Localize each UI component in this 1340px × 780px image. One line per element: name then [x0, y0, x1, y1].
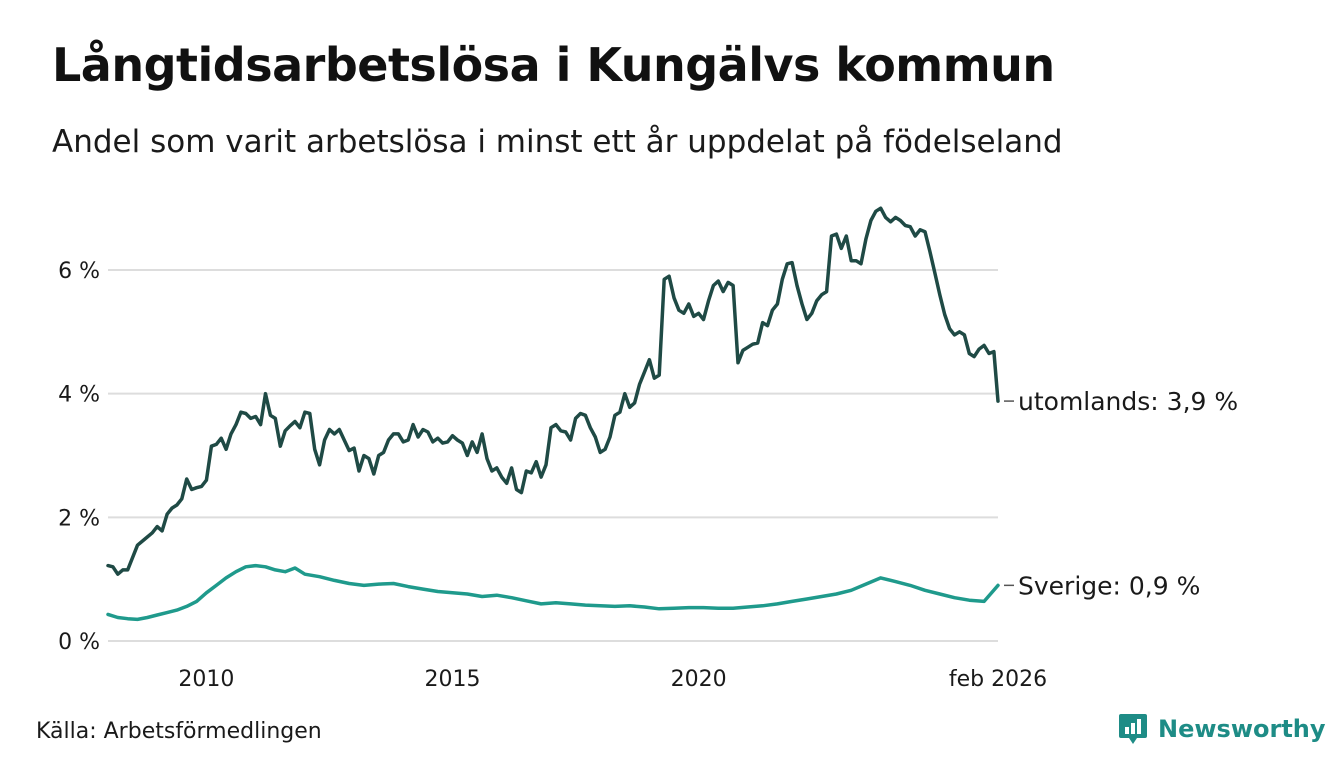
y-tick-label: 0 %: [58, 630, 100, 655]
end-label-utomlands: utomlands: 3,9 %: [1018, 387, 1238, 416]
axis-layer: 0 % 2 % 4 % 6 % 2010 2015 2020 feb 2026: [58, 259, 1047, 692]
chart-subtitle: Andel som varit arbetslösa i minst ett å…: [52, 124, 1063, 160]
y-tick-label: 6 %: [58, 259, 100, 284]
x-tick-label: 2010: [178, 667, 234, 692]
chart-title: Långtidsarbetslösa i Kungälvs kommun: [52, 38, 1055, 92]
series-line-sverige: [106, 563, 1000, 622]
x-tick-label: feb 2026: [949, 667, 1047, 692]
label-layer: utomlands: 3,9 % Sverige: 0,9 %: [1004, 387, 1238, 600]
x-tick-label: 2015: [425, 667, 481, 692]
brand-logo: Newsworthy: [1118, 712, 1326, 746]
series-layer: [106, 206, 1000, 622]
x-tick-label: 2020: [671, 667, 727, 692]
source-note: Källa: Arbetsförmedlingen: [36, 719, 322, 744]
grid-layer: [108, 269, 998, 642]
end-label-sverige: Sverige: 0,9 %: [1018, 571, 1200, 600]
series-line-utomlands: [106, 206, 1000, 576]
brand-name: Newsworthy: [1158, 715, 1326, 743]
y-tick-label: 2 %: [58, 506, 100, 531]
newsworthy-icon: [1119, 714, 1147, 744]
y-tick-label: 4 %: [58, 383, 100, 408]
